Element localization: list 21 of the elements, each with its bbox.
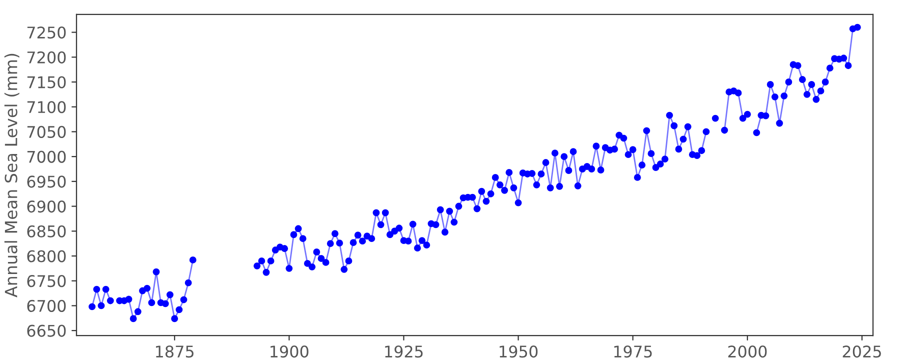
y-tick-label: 6700 xyxy=(27,300,66,312)
y-tick-label: 6950 xyxy=(27,176,66,188)
x-tick-label: 1975 xyxy=(614,346,652,358)
x-tick-label: 2025 xyxy=(842,346,881,358)
y-tick-label: 7200 xyxy=(27,51,66,64)
x-tick-label: 1950 xyxy=(500,346,538,358)
y-tick-label: 6750 xyxy=(27,275,66,288)
y-tick-label: 7000 xyxy=(27,150,66,163)
y-tick-label: 7250 xyxy=(27,26,66,39)
y-axis-title: Annual Mean Sea Level (mm) xyxy=(4,54,20,298)
x-tick-label: 1875 xyxy=(156,346,194,358)
y-tick-label: 6900 xyxy=(27,200,66,213)
y-tick-label: 6800 xyxy=(27,250,66,262)
y-tick-label: 6850 xyxy=(27,225,66,238)
y-tick-label: 6650 xyxy=(27,324,66,337)
y-tick-label: 7100 xyxy=(27,101,66,114)
x-tick-label: 2000 xyxy=(728,346,767,358)
y-tick-label: 7150 xyxy=(27,76,66,88)
y-tick-label: 7050 xyxy=(27,126,66,138)
x-tick-label: 1925 xyxy=(385,346,423,358)
x-tick-label: 1900 xyxy=(270,346,308,358)
